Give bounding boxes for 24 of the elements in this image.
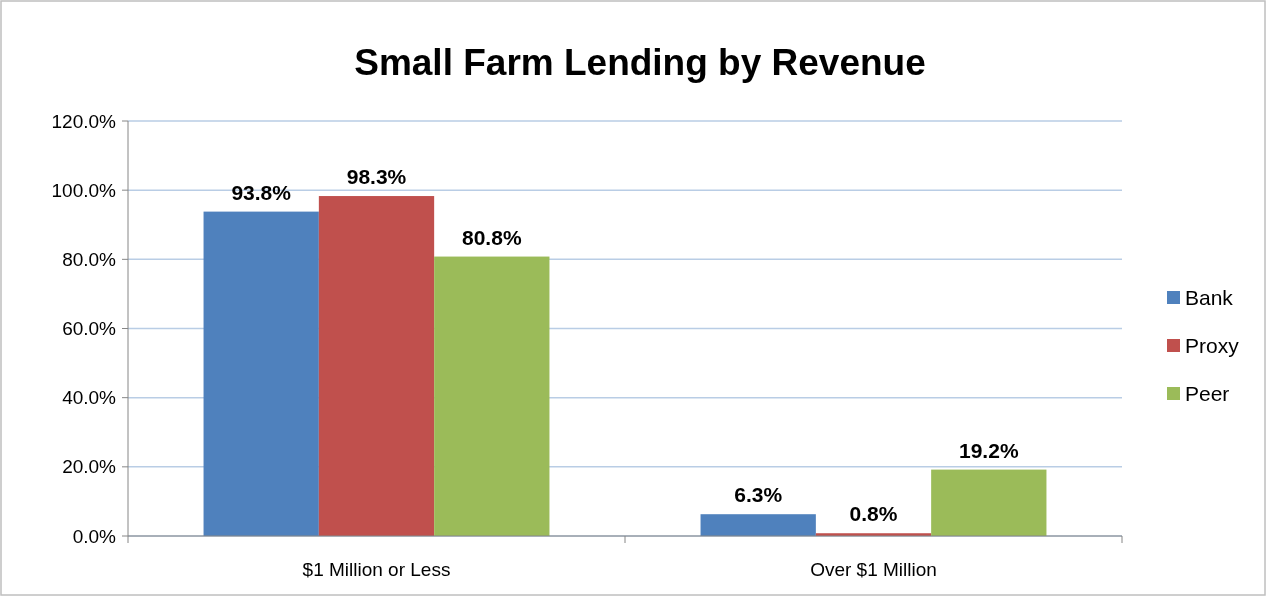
legend-label: Bank <box>1185 286 1234 310</box>
y-tick-label: 100.0% <box>51 179 117 201</box>
bar <box>434 256 550 536</box>
data-label: 80.8% <box>462 225 522 249</box>
data-label: 0.8% <box>849 502 898 526</box>
legend-label: Proxy <box>1185 334 1240 358</box>
x-tick-label: $1 Million or Less <box>302 559 451 580</box>
bar <box>318 196 435 536</box>
chart-title: Small Farm Lending by Revenue <box>354 42 926 83</box>
x-tick-label: Over $1 Million <box>810 559 937 580</box>
data-label: 98.3% <box>346 165 407 189</box>
y-tick-label: 80.0% <box>62 248 117 270</box>
bar <box>203 211 319 536</box>
data-label: 93.8% <box>231 180 292 204</box>
y-tick-label: 40.0% <box>62 387 117 409</box>
bar <box>931 469 1047 536</box>
legend-label: Peer <box>1185 382 1230 406</box>
data-label: 6.3% <box>734 483 783 507</box>
bar <box>700 514 816 536</box>
data-label: 19.2% <box>959 438 1019 462</box>
y-tick-label: 120.0% <box>51 110 117 132</box>
y-tick-label: 20.0% <box>62 456 117 478</box>
y-tick-label: 0.0% <box>72 525 117 547</box>
y-tick-label: 60.0% <box>62 318 117 340</box>
